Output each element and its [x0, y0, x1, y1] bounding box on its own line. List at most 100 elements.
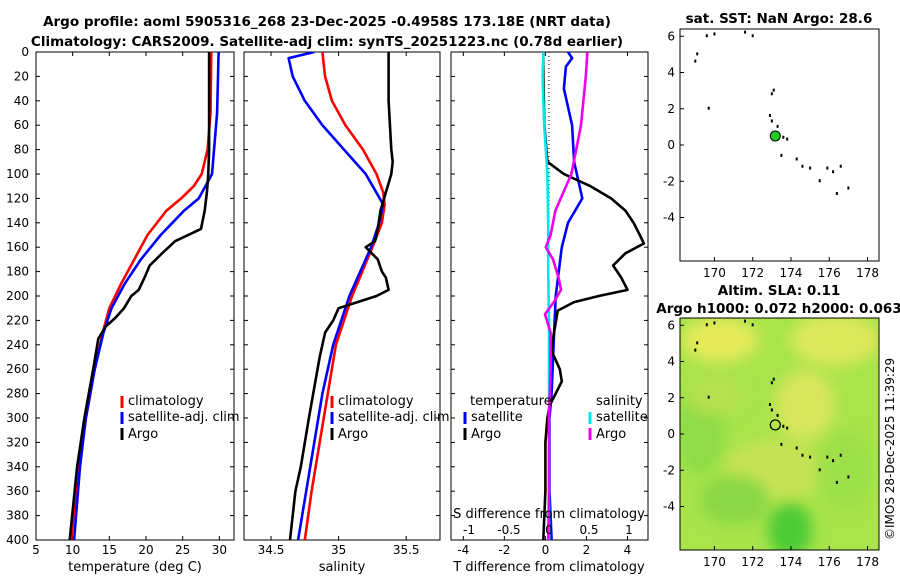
x-tick-label: -4	[457, 543, 469, 557]
island	[839, 453, 842, 457]
legend-argo: Argo	[128, 427, 158, 442]
legend-s-satellite: satellite-adj. clim	[338, 410, 450, 425]
map-x-tick-label: 176	[818, 555, 841, 569]
map-y-tick-label: 2	[667, 102, 675, 116]
island	[770, 119, 773, 123]
sst-map-ticks: 170 172 174 176 178 6 4 2 0 -2 -4	[663, 29, 879, 280]
map-x-tick-label: 178	[856, 266, 879, 280]
map-y-tick-label: -2	[663, 463, 675, 477]
island	[786, 426, 789, 430]
island	[826, 166, 829, 170]
salinity-legend: climatology satellite-adj. clim Argo	[330, 394, 450, 442]
depth-tick-label: 260	[6, 362, 29, 376]
depth-tick-label: 360	[6, 484, 29, 498]
sst-map-title: sat. SST: NaN Argo: 28.6	[686, 11, 873, 27]
island	[744, 30, 747, 34]
island	[801, 164, 804, 168]
difference-lines	[541, 52, 646, 540]
depth-tick-label: 0	[21, 45, 29, 59]
island	[713, 32, 716, 36]
map-y-tick-label: -2	[663, 174, 675, 188]
island	[770, 381, 773, 385]
map-y-tick-label: 4	[667, 355, 675, 369]
temperature-panel: 5 10 15 20 25 30 temperature (deg C) climatol…	[32, 51, 240, 575]
series-t-argo	[541, 52, 646, 540]
x-tick-label: 2	[583, 543, 591, 557]
depth-tick-label: 400	[6, 533, 29, 547]
island	[696, 52, 699, 56]
sla-map-ticks: 170 172 174 176 178 6 4 2 0 -2 -4	[663, 318, 879, 569]
temperature-legend: climatology satellite-adj. clim Argo	[120, 394, 240, 442]
depth-tick-label: 40	[14, 94, 29, 108]
depth-tick-label: 100	[6, 167, 29, 181]
map-x-tick-label: 172	[741, 555, 764, 569]
x2-tick-label: 1	[625, 523, 633, 537]
x2-tick-label: -0.5	[497, 523, 520, 537]
x-tick-label: 30	[212, 543, 227, 557]
salinity-ticks: 34.5 35 35.5	[244, 51, 440, 557]
sst-map: sat. SST: NaN Argo: 28.6 170 172 174 176 178…	[663, 11, 880, 280]
island	[744, 319, 747, 323]
salinity-lines	[287, 52, 395, 540]
sst-map-axes	[679, 28, 880, 262]
salinity-panel: 34.5 35 35.5 salinity climatology satellit…	[243, 51, 450, 575]
island	[809, 455, 812, 459]
difference-ticks: -4 -2 0 2 4	[451, 51, 648, 557]
depth-tick-label: 140	[6, 216, 29, 230]
map-y-tick-label: -4	[663, 211, 675, 225]
map-y-tick-label: 0	[667, 138, 675, 152]
x2-tick-label: 0	[545, 523, 553, 537]
legend-salinity-title: salinity	[596, 394, 643, 409]
island	[795, 446, 798, 450]
depth-tick-label: 280	[6, 387, 29, 401]
map-y-tick-label: 2	[667, 391, 675, 405]
x-tick-label: 35.5	[393, 543, 420, 557]
island	[780, 153, 783, 157]
x-tick-label: 5	[32, 543, 40, 557]
island	[835, 191, 838, 195]
island	[776, 413, 779, 417]
legend-s-sat: satellite	[596, 410, 648, 425]
map-x-tick-label: 174	[780, 266, 803, 280]
series-argo	[68, 52, 211, 540]
depth-tick-label: 160	[6, 240, 29, 254]
difference-xlabel: T difference from climatology	[452, 560, 645, 575]
series-s-argo	[543, 52, 589, 540]
island	[839, 164, 842, 168]
depth-tick-label: 20	[14, 69, 29, 83]
x-tick-label: 35	[331, 543, 346, 557]
map-y-tick-label: 6	[667, 29, 675, 43]
map-x-tick-label: 176	[818, 266, 841, 280]
island	[786, 137, 789, 141]
island	[801, 453, 804, 457]
temperature-ticks: 5 10 15 20 25 30	[32, 51, 234, 557]
sla-heatmap-field	[680, 318, 879, 550]
x-tick-label: 0	[542, 543, 550, 557]
legend-t-argo: Argo	[471, 427, 501, 442]
depth-axis-labels: 0 20 40 60 80 100 120 140 160 180 200 220 240 260 280 3…	[6, 45, 29, 547]
island	[707, 106, 710, 110]
island	[768, 114, 771, 117]
difference-x2label: S difference from climatology	[453, 507, 645, 522]
x-tick-label: 15	[102, 543, 117, 557]
island	[770, 92, 773, 96]
x-tick-label: -2	[498, 543, 510, 557]
island	[694, 59, 697, 63]
depth-tick-label: 200	[6, 289, 29, 303]
island	[768, 403, 771, 406]
legend-satellite: satellite-adj. clim	[128, 410, 240, 425]
sla-map: Altim. SLA: 0.11 Argo h1000: 0.072 h2000…	[656, 283, 900, 569]
island	[705, 34, 708, 38]
map-x-tick-label: 170	[703, 555, 726, 569]
title-line-2: Climatology: CARS2009. Satellite-adj cli…	[31, 34, 623, 50]
island	[772, 377, 775, 381]
argo-float-marker-sla	[769, 419, 781, 431]
difference-legend: temperature salinity satellite Argo sate…	[463, 394, 648, 442]
argo-float-marker	[769, 130, 781, 142]
x-tick-label: 34.5	[258, 543, 285, 557]
x-tick-label: 10	[65, 543, 80, 557]
depth-tick-label: 60	[14, 118, 29, 132]
island	[772, 88, 775, 92]
island	[696, 341, 699, 345]
